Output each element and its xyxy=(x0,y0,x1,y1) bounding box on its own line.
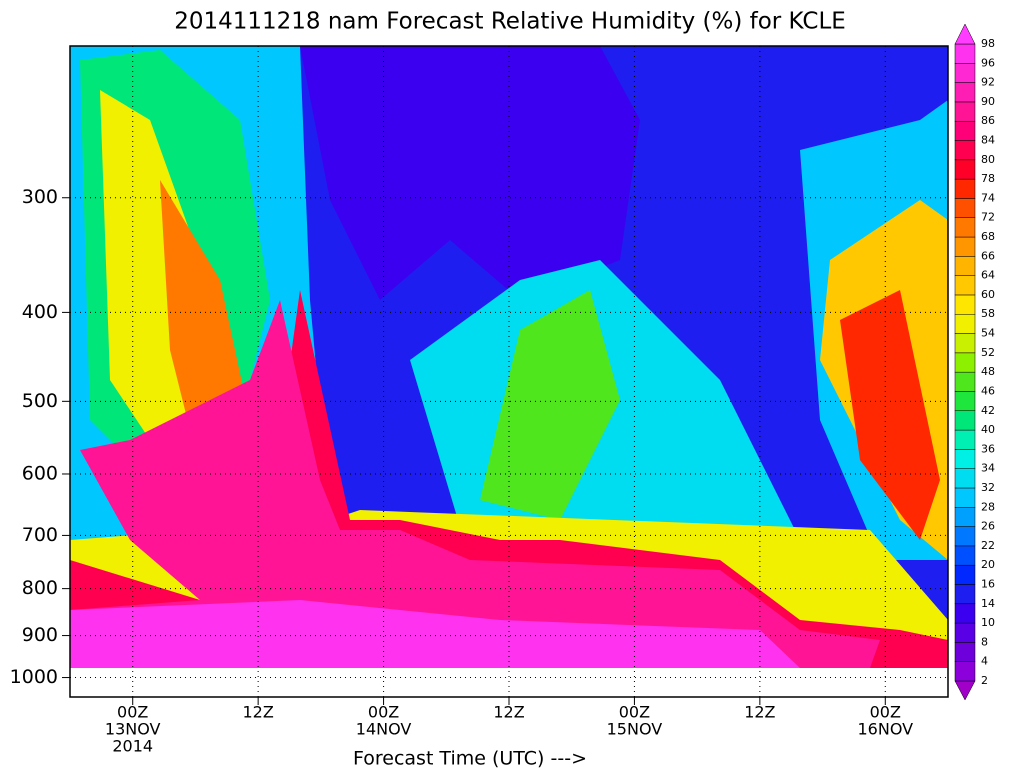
colorbar-box xyxy=(954,178,976,199)
colorbar-label: 4 xyxy=(981,655,988,668)
colorbar-label: 46 xyxy=(981,384,995,397)
colorbar-box xyxy=(954,198,976,218)
colorbar-label: 2 xyxy=(981,674,988,687)
colorbar-label: 66 xyxy=(981,249,995,262)
x-tick-label: 00Z xyxy=(117,703,148,722)
colorbar-label: 72 xyxy=(981,211,995,224)
colorbar-label: 40 xyxy=(981,423,995,436)
colorbar-label: 92 xyxy=(981,76,995,89)
colorbar-label: 16 xyxy=(981,577,995,590)
colorbar-box xyxy=(954,526,976,547)
colorbar-box xyxy=(954,140,976,161)
colorbar-box xyxy=(954,661,976,682)
y-tick-label: 300 xyxy=(22,186,58,208)
y-tick-label: 400 xyxy=(22,301,58,323)
colorbar-box xyxy=(954,429,976,450)
colorbar-label: 68 xyxy=(981,230,995,243)
x-tick-label: 00Z xyxy=(619,703,650,722)
colorbar-box xyxy=(954,352,976,373)
colorbar-box xyxy=(954,333,976,354)
colorbar-box xyxy=(954,449,976,469)
colorbar-box xyxy=(954,391,976,412)
colorbar-label: 60 xyxy=(981,288,995,301)
colorbar-label: 20 xyxy=(981,558,995,571)
y-tick-label: 600 xyxy=(22,462,58,484)
y-tick-label: 700 xyxy=(22,524,58,546)
chart-title: 2014111218 nam Forecast Relative Humidit… xyxy=(174,9,846,35)
colorbar-label: 84 xyxy=(981,134,995,147)
colorbar-box xyxy=(954,564,976,585)
x-tick-label: 12Z xyxy=(744,703,775,722)
colorbar-box xyxy=(954,487,976,508)
x-tick-label: 16NOV xyxy=(857,720,913,739)
colorbar-label: 8 xyxy=(981,635,988,648)
grid xyxy=(70,46,948,697)
colorbar-label: 26 xyxy=(981,520,995,533)
x-tick-label: 12Z xyxy=(242,703,273,722)
colorbar-low xyxy=(954,680,976,701)
colorbar-label: 52 xyxy=(981,346,995,359)
colorbar-box xyxy=(954,313,976,334)
colorbar-label: 48 xyxy=(981,365,995,378)
x-tick-label: 12Z xyxy=(493,703,524,722)
colorbar-label: 36 xyxy=(981,442,995,455)
colorbar: 2481014162022262832343640424648525458606… xyxy=(954,23,995,701)
x-tick-label: 15NOV xyxy=(607,720,663,739)
colorbar-label: 98 xyxy=(981,37,995,50)
x-axis-label: Forecast Time (UTC) ---> xyxy=(353,748,587,768)
colorbar-box xyxy=(954,217,976,238)
colorbar-label: 64 xyxy=(981,269,995,282)
x-tick-label: 00Z xyxy=(870,703,901,722)
colorbar-label: 86 xyxy=(981,114,995,127)
colorbar-box xyxy=(954,120,976,141)
x-tick-label: 00Z xyxy=(368,703,399,722)
colorbar-label: 28 xyxy=(981,500,995,513)
colorbar-label: 32 xyxy=(981,481,995,494)
colorbar-box xyxy=(954,642,976,662)
colorbar-box xyxy=(954,622,976,643)
colorbar-box xyxy=(954,371,976,392)
humidity-field xyxy=(70,46,948,668)
colorbar-label: 96 xyxy=(981,56,995,69)
colorbar-box xyxy=(954,82,976,103)
colorbar-label: 54 xyxy=(981,327,995,340)
colorbar-box xyxy=(954,101,976,122)
colorbar-box xyxy=(954,159,976,180)
colorbar-label: 80 xyxy=(981,153,995,166)
y-tick-label: 900 xyxy=(22,624,58,646)
colorbar-box xyxy=(954,584,976,605)
y-tick-label: 800 xyxy=(22,577,58,599)
colorbar-label: 42 xyxy=(981,404,995,417)
colorbar-box xyxy=(954,236,976,257)
colorbar-box xyxy=(954,256,976,276)
x-tick-label: 13NOV xyxy=(105,720,161,739)
colorbar-box xyxy=(954,43,976,64)
colorbar-label: 78 xyxy=(981,172,995,185)
colorbar-high xyxy=(954,23,976,45)
colorbar-label: 74 xyxy=(981,191,995,204)
colorbar-label: 10 xyxy=(981,616,995,629)
colorbar-label: 90 xyxy=(981,95,995,108)
colorbar-label: 22 xyxy=(981,539,995,552)
y-tick-label: 500 xyxy=(22,390,58,412)
colorbar-box xyxy=(954,545,976,566)
colorbar-label: 58 xyxy=(981,307,995,320)
colorbar-box xyxy=(954,410,976,431)
colorbar-label: 14 xyxy=(981,597,995,610)
colorbar-box xyxy=(954,294,976,315)
y-tick-label: 1000 xyxy=(10,666,58,688)
x-tick-label: 14NOV xyxy=(356,720,412,739)
colorbar-box xyxy=(954,603,976,624)
x-tick-label: 2014 xyxy=(112,737,153,756)
colorbar-label: 34 xyxy=(981,462,995,475)
colorbar-box xyxy=(954,275,976,296)
colorbar-box xyxy=(954,63,976,83)
colorbar-box xyxy=(954,468,976,489)
colorbar-box xyxy=(954,507,976,527)
